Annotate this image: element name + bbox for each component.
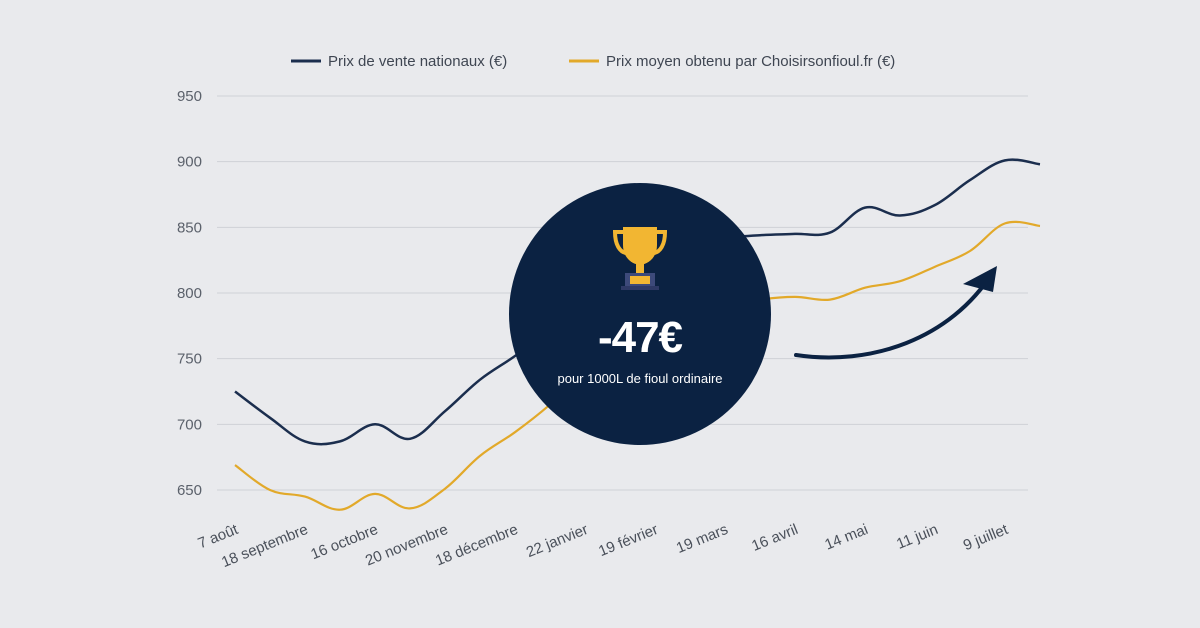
y-tick-label: 650 bbox=[177, 482, 202, 499]
y-tick-label: 950 bbox=[177, 88, 202, 105]
x-tick-label: 14 mai bbox=[822, 521, 870, 554]
y-tick-label: 750 bbox=[177, 351, 202, 368]
trophy-icon bbox=[612, 227, 668, 290]
y-axis: 950 900 850 800 750 700 650 bbox=[177, 88, 202, 499]
savings-caption: pour 1000L de fioul ordinaire bbox=[557, 371, 723, 386]
legend-label-choisirsonfioul: Prix moyen obtenu par Choisirsonfioul.fr… bbox=[606, 53, 895, 70]
x-tick-label: 19 mars bbox=[674, 521, 731, 557]
x-tick-label: 7 août bbox=[195, 521, 241, 553]
x-tick-label: 9 juillet bbox=[961, 521, 1011, 555]
x-tick-label: 16 avril bbox=[749, 521, 800, 555]
y-tick-label: 900 bbox=[177, 154, 202, 171]
trend-arrow bbox=[794, 270, 995, 360]
x-tick-label: 19 février bbox=[596, 521, 660, 560]
y-tick-label: 700 bbox=[177, 416, 202, 433]
trend-arrow-head bbox=[963, 266, 997, 292]
chart-legend: Prix de vente nationaux (€) Prix moyen o… bbox=[291, 53, 895, 70]
y-tick-label: 800 bbox=[177, 285, 202, 302]
y-tick-label: 850 bbox=[177, 219, 202, 236]
x-tick-label: 22 janvier bbox=[524, 521, 591, 561]
savings-badge: -47€ pour 1000L de fioul ordinaire bbox=[509, 183, 771, 445]
x-tick-label: 11 juin bbox=[894, 521, 940, 553]
savings-amount: -47€ bbox=[597, 313, 683, 362]
legend-label-national: Prix de vente nationaux (€) bbox=[328, 53, 507, 70]
